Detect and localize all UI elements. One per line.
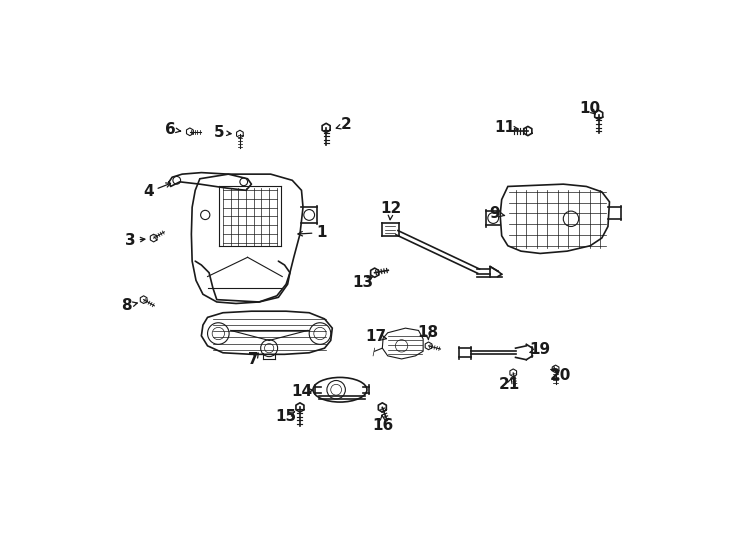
Text: 18: 18 bbox=[417, 325, 438, 340]
Text: 9: 9 bbox=[490, 206, 500, 221]
Text: 17: 17 bbox=[366, 329, 387, 344]
Text: 7: 7 bbox=[248, 352, 259, 367]
Text: 8: 8 bbox=[121, 298, 132, 313]
Text: 4: 4 bbox=[144, 184, 154, 199]
Text: 20: 20 bbox=[550, 368, 571, 383]
Text: 12: 12 bbox=[380, 201, 401, 217]
Text: 1: 1 bbox=[316, 225, 327, 240]
Text: 6: 6 bbox=[165, 122, 176, 137]
Text: 11: 11 bbox=[494, 120, 515, 136]
Text: 19: 19 bbox=[530, 342, 550, 357]
Text: 13: 13 bbox=[352, 275, 374, 290]
Text: 16: 16 bbox=[372, 417, 393, 433]
Text: 15: 15 bbox=[275, 409, 297, 424]
Text: 14: 14 bbox=[291, 384, 312, 399]
Text: 5: 5 bbox=[214, 125, 225, 140]
Text: 21: 21 bbox=[499, 377, 520, 392]
Text: 2: 2 bbox=[341, 117, 352, 132]
Text: 3: 3 bbox=[126, 233, 136, 248]
Text: 10: 10 bbox=[579, 101, 600, 116]
